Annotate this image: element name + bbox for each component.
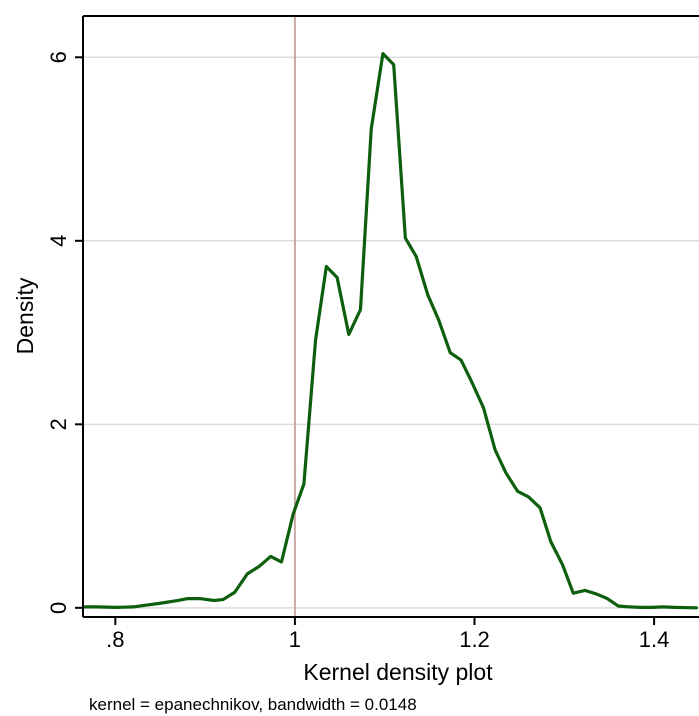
y-tick-label: 6	[46, 51, 71, 63]
ticks-group: 0 2 4 6 .8 1 1.2 1.4	[46, 51, 669, 652]
x-axis-title: Kernel density plot	[303, 659, 493, 685]
x-tick-label: 1.2	[459, 627, 490, 652]
y-axis-title: Density	[12, 277, 38, 354]
y-tick-label: 0	[46, 602, 71, 614]
x-tick-label: 1	[289, 627, 301, 652]
y-tick-label: 2	[46, 418, 71, 430]
y-tick-label: 4	[46, 235, 71, 247]
series-group	[83, 52, 698, 610]
x-tick-label: .8	[106, 627, 124, 652]
axes-group	[82, 15, 699, 618]
density-line	[83, 52, 698, 610]
kernel-note: kernel = epanechnikov, bandwidth = 0.014…	[89, 695, 417, 714]
grid-lines	[83, 56, 699, 609]
x-tick-label: 1.4	[639, 627, 670, 652]
